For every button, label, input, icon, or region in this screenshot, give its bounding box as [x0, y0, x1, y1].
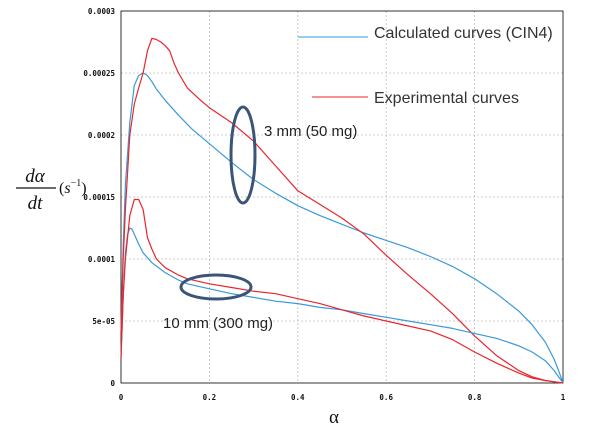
series-line-10mm-experimental [120, 198, 564, 384]
plot-frame [120, 10, 564, 384]
x-tick-label: 1 [561, 393, 566, 402]
x-tick-label: 0.4 [291, 393, 305, 402]
annotation-label-10mm: 10 mm (300 mg) [163, 315, 273, 332]
series-line-10mm-calculated [120, 227, 564, 384]
x-tick-labels: 0 0.2 0.4 0.6 0.8 1 [119, 393, 566, 402]
y-tick-labels: 0 5e-05 0.0001 0.00015 0.0002 0.00025 0.0003 [83, 7, 115, 388]
annotation-label-3mm: 3 mm (50 mg) [264, 123, 357, 140]
y-tick-label: 0.00025 [83, 69, 115, 78]
y-axis-label: dα dt (s−1) [16, 166, 87, 214]
y-tick-label: 0.0001 [88, 255, 116, 264]
x-axis-label: α [329, 407, 339, 428]
legend-label-experimental: Experimental curves [374, 90, 519, 107]
series-line-3mm-experimental [120, 37, 564, 384]
x-tick-label: 0.2 [203, 393, 217, 402]
y-tick-label: 0 [110, 379, 115, 388]
series-group [120, 37, 564, 384]
annotation-ellipse-10mm [179, 273, 253, 301]
x-tick-label: 0.8 [468, 393, 482, 402]
y-axis-label-numerator: dα [25, 166, 46, 187]
x-tick-label: 0 [119, 393, 124, 402]
series-line-3mm-calculated [120, 72, 564, 384]
annotation-ellipse-3mm [229, 105, 257, 205]
annotations: 3 mm (50 mg) 10 mm (300 mg) [163, 105, 357, 332]
y-tick-label: 0.0002 [88, 131, 115, 140]
grid [121, 11, 563, 383]
x-tick-label: 0.6 [379, 393, 393, 402]
y-tick-label: 5e-05 [92, 317, 115, 326]
y-axis-label-unit: (s−1) [59, 178, 87, 197]
y-tick-label: 0.00015 [83, 193, 115, 202]
legend: Calculated curves (CIN4) Experimental cu… [298, 25, 553, 107]
y-axis-label-denominator: dt [28, 193, 44, 214]
legend-label-calculated: Calculated curves (CIN4) [374, 25, 553, 42]
y-tick-label: 0.0003 [88, 7, 116, 16]
